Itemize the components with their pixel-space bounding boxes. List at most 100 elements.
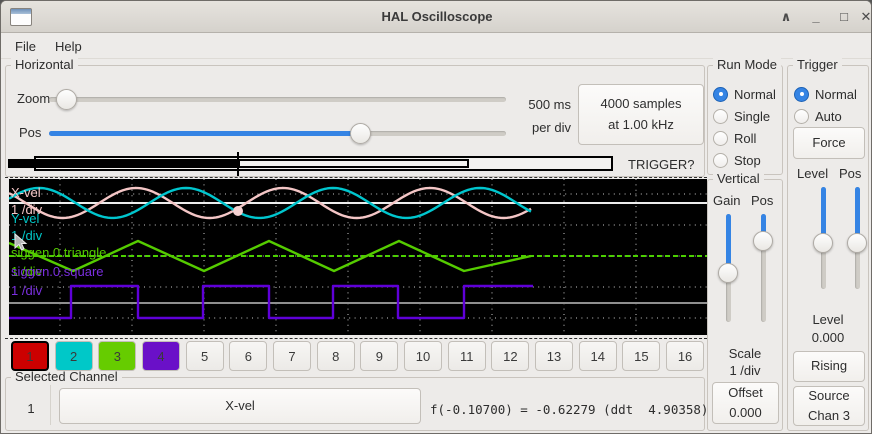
trigger-edge-button[interactable]: Rising [793, 351, 865, 382]
captured-data-bar [8, 159, 238, 168]
channel-button-9[interactable]: 9 [360, 341, 399, 371]
channel-source-button[interactable]: X-vel [59, 388, 421, 424]
trigger-position-tick [237, 152, 239, 176]
maximize-button[interactable]: □ [840, 9, 848, 24]
vertical-pos-label: Pos [751, 193, 774, 208]
run-mode-group: Run Mode [707, 57, 783, 175]
horizontal-group-label: Horizontal [11, 57, 78, 72]
samples-line1: 4000 samples [600, 96, 682, 112]
trace-name-x-vel: X-vel [11, 185, 41, 200]
radio-label: Normal [734, 86, 776, 102]
trigger-level-label: Level [812, 312, 844, 327]
vertical-offset-button[interactable]: Offset 0.000 [712, 382, 779, 424]
trigger-source-button[interactable]: Source Chan 3 [793, 386, 865, 426]
channel-button-12[interactable]: 12 [491, 341, 530, 371]
channel-button-16[interactable]: 16 [666, 341, 705, 371]
channel-button-15[interactable]: 15 [622, 341, 661, 371]
vertical-group-label: Vertical [713, 171, 764, 186]
radio-icon [713, 130, 728, 146]
run-mode-radio-stop[interactable]: Stop [713, 151, 761, 169]
minimize-button[interactable]: _ [812, 9, 820, 24]
scope-display: X-vel 1 /div Y-vel 1 /div siggen.0.triangle 1… [9, 179, 707, 335]
selected-channel-separator [50, 385, 51, 425]
selected-channel-number: 1 [27, 401, 35, 416]
scope-top-focus-line [5, 177, 707, 178]
trace-name-siggen-0-square: siggen.0.square [11, 264, 104, 279]
trigger-source-line1: Source [808, 387, 850, 403]
vertical-offset-line1: Offset [728, 384, 763, 400]
window-icon [10, 8, 32, 26]
vertical-gain-label: Gain [713, 193, 741, 208]
horizontal-group: Horizontal [5, 57, 705, 177]
channel-button-4[interactable]: 4 [142, 341, 180, 371]
radio-label: Stop [734, 152, 761, 168]
trace-sine-1 [9, 186, 532, 220]
menu-bar: File Help [1, 33, 871, 59]
vertical-scale-value: 1 /div [729, 363, 761, 378]
radio-icon [794, 108, 809, 124]
title-bar[interactable]: HAL Oscilloscope ∧ _ □ ✕ [1, 1, 872, 33]
channel-button-13[interactable]: 13 [535, 341, 574, 371]
trace-scale-x-vel: 1 /div [11, 202, 43, 217]
channel-button-6[interactable]: 6 [229, 341, 268, 371]
zoom-slider-handle[interactable] [56, 89, 77, 110]
vertical-gain-slider-fill [726, 214, 731, 273]
window-title: HAL Oscilloscope [381, 9, 493, 24]
radio-label: Single [734, 108, 771, 124]
selected-channel-group: Selected Channel [5, 369, 705, 431]
trigger-level-slider-fill [821, 187, 826, 243]
channel-button-3[interactable]: 3 [98, 341, 137, 371]
trigger-level-col-label: Level [797, 166, 829, 181]
channel-button-8[interactable]: 8 [316, 341, 355, 371]
force-button[interactable]: Force [793, 127, 865, 159]
channel-button-7[interactable]: 7 [273, 341, 312, 371]
trace-scale-siggen-0-square: 1 /div [11, 283, 43, 298]
radio-icon [794, 86, 809, 102]
vertical-pos-slider-track[interactable] [761, 214, 766, 322]
trace-triangle [9, 239, 532, 273]
trigger-radio-normal[interactable]: Normal [794, 85, 857, 103]
trigger-pos-col-label: Pos [839, 166, 862, 181]
trigger-edge-label: Rising [810, 358, 848, 374]
radio-label: Normal [815, 86, 857, 102]
radio-label: Roll [734, 130, 757, 146]
menu-file[interactable]: File [15, 39, 36, 54]
trigger-question-label: TRIGGER? [628, 157, 695, 172]
channel-button-14[interactable]: 14 [578, 341, 617, 371]
channel-readout: f(-0.10700) = -0.62279 (ddt 4.90358) [430, 402, 709, 417]
trigger-point-marker [233, 206, 243, 216]
shade-button[interactable]: ∧ [780, 9, 792, 24]
samples-button[interactable]: 4000 samples at 1.00 kHz [578, 84, 704, 145]
channel-button-5[interactable]: 5 [185, 341, 224, 371]
vertical-pos-slider-fill [761, 214, 766, 241]
scope-canvas [9, 179, 707, 335]
trace-name-y-vel: Y-vel [11, 211, 40, 226]
trigger-group-label: Trigger [793, 57, 842, 72]
radio-icon [713, 152, 728, 168]
mouse-cursor-icon [14, 233, 28, 251]
channel-button-1[interactable]: 1 [11, 341, 49, 371]
zoom-label: Zoom [17, 91, 51, 106]
radio-icon [713, 86, 728, 102]
radio-label: Auto [815, 108, 842, 124]
channel-button-11[interactable]: 11 [447, 341, 486, 371]
vertical-gain-slider-handle[interactable] [718, 263, 738, 283]
pos-slider-handle[interactable] [350, 123, 371, 144]
vertical-offset-line2: 0.000 [729, 405, 762, 420]
channel-source-label: X-vel [225, 397, 255, 413]
zoom-slider-track[interactable] [49, 97, 506, 102]
trigger-radio-auto[interactable]: Auto [794, 107, 842, 125]
pos-slider-fill [49, 131, 361, 136]
run-mode-radio-roll[interactable]: Roll [713, 129, 756, 147]
vertical-pos-slider-handle[interactable] [753, 231, 773, 251]
channel-button-2[interactable]: 2 [54, 341, 93, 371]
trigger-level-slider-handle[interactable] [813, 233, 833, 253]
trigger-pos-slider-handle[interactable] [847, 233, 867, 253]
channel-button-10[interactable]: 10 [404, 341, 443, 371]
per-div-label: per div [531, 120, 571, 135]
close-button[interactable]: ✕ [860, 9, 872, 24]
run-mode-radio-normal[interactable]: Normal [713, 85, 776, 103]
scope-bottom-focus-line [5, 338, 707, 339]
menu-help[interactable]: Help [55, 39, 82, 54]
run-mode-radio-single[interactable]: Single [713, 107, 770, 125]
